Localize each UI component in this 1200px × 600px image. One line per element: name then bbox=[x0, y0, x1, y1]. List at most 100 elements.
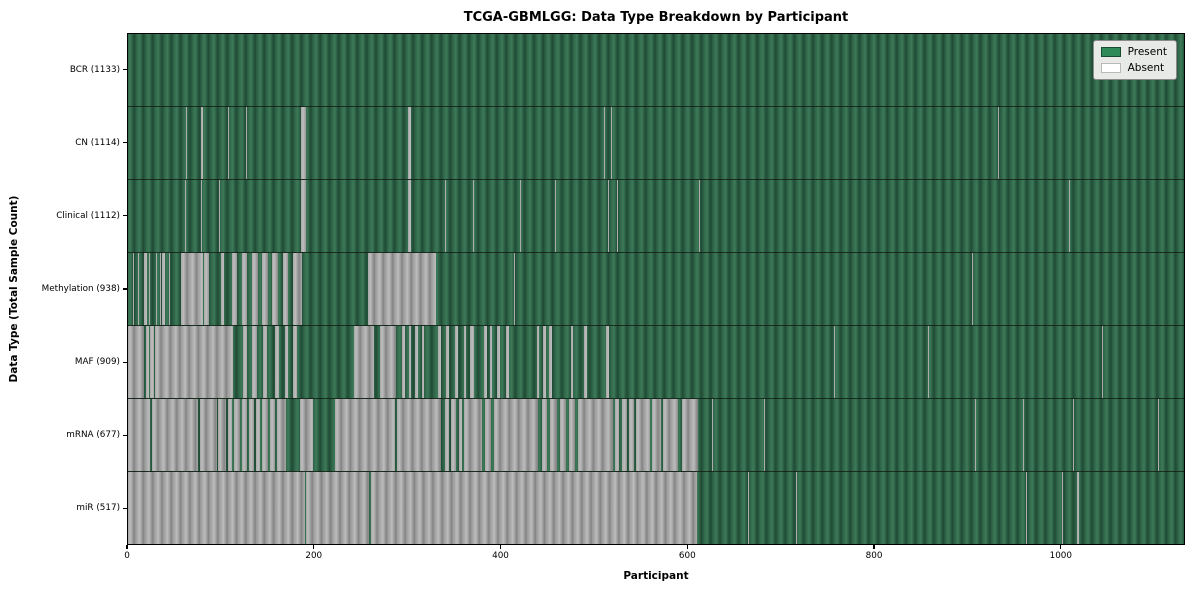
absent-segment bbox=[463, 326, 467, 398]
absent-segment bbox=[484, 399, 492, 471]
absent-segment bbox=[927, 326, 929, 398]
absent-segment bbox=[472, 180, 474, 252]
absent-segment bbox=[1076, 472, 1079, 544]
absent-segment bbox=[997, 107, 999, 179]
absent-segment bbox=[542, 326, 546, 398]
absent-segment bbox=[407, 180, 412, 252]
absent-segment bbox=[155, 253, 157, 325]
row-miR bbox=[128, 471, 1184, 544]
legend-label-absent: Absent bbox=[1127, 62, 1165, 74]
absent-segment bbox=[379, 326, 397, 398]
x-tick-mark bbox=[313, 545, 315, 549]
absent-segment bbox=[438, 326, 442, 398]
absent-segment bbox=[421, 326, 425, 398]
absent-segment bbox=[272, 253, 279, 325]
x-tick-label: 200 bbox=[305, 551, 323, 561]
absent-segment bbox=[262, 253, 268, 325]
absent-segment bbox=[241, 399, 248, 471]
absent-segment bbox=[1101, 326, 1103, 398]
y-axis-labels: BCR (1133) CN (1114) Clinical (1112) Methyl… bbox=[0, 33, 127, 545]
absent-segment bbox=[219, 180, 221, 252]
absent-segment bbox=[408, 326, 412, 398]
chart-title: TCGA-GBMLGG: Data Type Breakdown by Part… bbox=[463, 10, 849, 25]
row-MAF bbox=[128, 325, 1184, 398]
y-tick-MAF: MAF (909) bbox=[75, 357, 127, 367]
legend-label-present: Present bbox=[1127, 46, 1167, 58]
x-tick-mark bbox=[499, 545, 502, 549]
absent-segment bbox=[606, 326, 609, 398]
absent-segment bbox=[470, 326, 474, 398]
absent-segment bbox=[541, 399, 548, 471]
absent-segment bbox=[972, 253, 974, 325]
y-tick-label: CN (1114) bbox=[75, 137, 120, 148]
absent-segment bbox=[635, 399, 650, 471]
absent-segment bbox=[1073, 399, 1074, 471]
y-tick-label: MAF (909) bbox=[74, 357, 120, 368]
absent-segment bbox=[1069, 180, 1071, 252]
absent-segment bbox=[185, 107, 187, 179]
absent-segment bbox=[249, 399, 254, 471]
x-tick-label: 600 bbox=[678, 551, 696, 561]
y-tick-label: mRNA (677) bbox=[66, 430, 120, 441]
absent-segment bbox=[301, 180, 306, 252]
x-tick-label: 1000 bbox=[1049, 551, 1072, 561]
absent-segment bbox=[227, 107, 229, 179]
absent-segment bbox=[629, 399, 635, 471]
absent-segment bbox=[1157, 399, 1159, 471]
y-tick-mark bbox=[123, 215, 127, 217]
row-Methylation bbox=[128, 252, 1184, 325]
absent-segment bbox=[975, 399, 977, 471]
absent-segment bbox=[200, 107, 203, 179]
absent-segment bbox=[834, 326, 836, 398]
absent-segment bbox=[275, 326, 279, 398]
absent-segment bbox=[451, 399, 457, 471]
absent-segment bbox=[464, 399, 483, 471]
row-mRNA bbox=[128, 398, 1184, 471]
absent-segment bbox=[184, 180, 186, 252]
absent-segment bbox=[489, 326, 493, 398]
absent-segment bbox=[354, 326, 375, 398]
legend: Present Absent bbox=[1092, 40, 1177, 80]
absent-segment bbox=[699, 180, 701, 252]
absent-segment bbox=[554, 180, 556, 252]
absent-segment bbox=[455, 326, 458, 398]
absent-segment bbox=[444, 180, 446, 252]
absent-segment bbox=[1022, 399, 1024, 471]
absent-segment bbox=[550, 399, 557, 471]
absent-segment bbox=[199, 399, 217, 471]
absent-segment bbox=[269, 399, 276, 471]
absent-segment bbox=[367, 107, 369, 179]
y-tick-Methylation: Methylation (938) bbox=[42, 284, 127, 294]
absent-segment bbox=[371, 472, 698, 544]
absent-segment bbox=[681, 399, 699, 471]
y-tick-label: miR (517) bbox=[76, 503, 120, 514]
plot-area: Present Absent bbox=[127, 33, 1185, 545]
absent-segment bbox=[262, 399, 268, 471]
y-tick-miR: miR (517) bbox=[76, 503, 127, 513]
absent-segment bbox=[282, 253, 289, 325]
absent-segment bbox=[159, 253, 161, 325]
absent-segment bbox=[152, 399, 198, 471]
absent-segment bbox=[617, 180, 619, 252]
legend-entry-absent: Absent bbox=[1100, 62, 1167, 74]
absent-segment bbox=[218, 399, 226, 471]
absent-segment bbox=[132, 253, 134, 325]
absent-segment bbox=[1026, 472, 1028, 544]
row-Clinical bbox=[128, 179, 1184, 252]
legend-swatch-present-icon bbox=[1100, 47, 1121, 57]
absent-segment bbox=[568, 399, 576, 471]
absent-segment bbox=[128, 326, 144, 398]
absent-segment bbox=[444, 399, 449, 471]
absent-segment bbox=[169, 253, 170, 325]
absent-segment bbox=[583, 326, 587, 398]
absent-segment bbox=[251, 326, 257, 398]
y-tick-mark bbox=[123, 361, 127, 363]
absent-segment bbox=[300, 399, 314, 471]
absent-segment bbox=[221, 253, 224, 325]
x-tick-label: 0 bbox=[124, 551, 130, 561]
absent-segment bbox=[368, 253, 436, 325]
absent-segment bbox=[662, 399, 678, 471]
absent-segment bbox=[651, 399, 662, 471]
absent-segment bbox=[241, 253, 248, 325]
absent-segment bbox=[549, 326, 553, 398]
